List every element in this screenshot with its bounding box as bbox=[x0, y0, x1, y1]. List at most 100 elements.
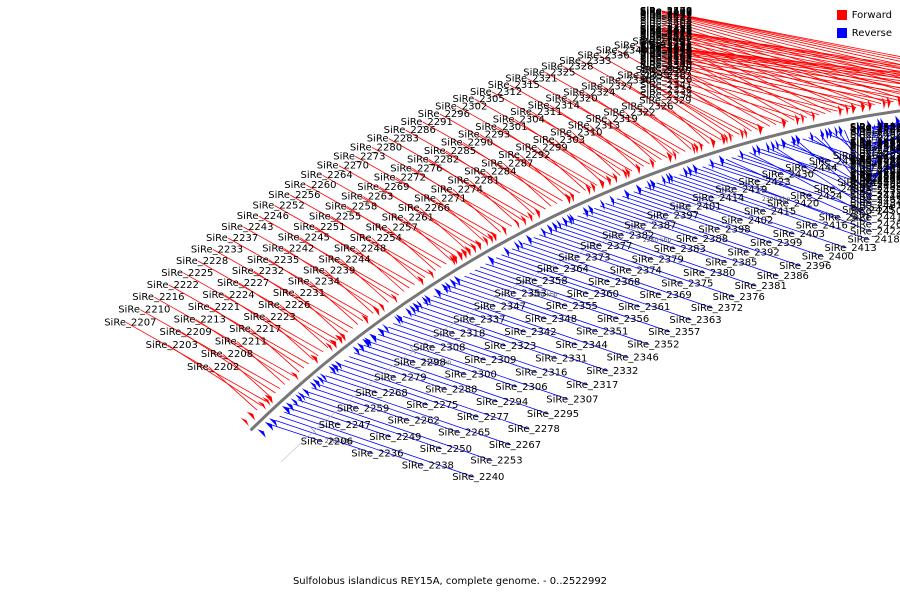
gene-label: SiRe_2344 bbox=[556, 340, 608, 351]
gene-label: SiRe_2319 bbox=[586, 114, 638, 125]
gene-label: SiRe_2358 bbox=[516, 276, 568, 287]
reverse-gene-arrow bbox=[290, 398, 299, 408]
forward-leader-line bbox=[661, 28, 900, 69]
reverse-gene-arrow bbox=[282, 406, 291, 415]
gene-label: SiRe_2234 bbox=[288, 277, 340, 288]
forward-leader-line bbox=[403, 217, 452, 261]
gene-label: SiRe_2259 bbox=[337, 404, 389, 415]
gene-label: SiRe_2254 bbox=[350, 233, 402, 244]
forward-gene-arrow bbox=[837, 105, 842, 117]
reverse-gene-arrow bbox=[775, 139, 779, 151]
forward-gene-arrow bbox=[649, 157, 654, 170]
gene-label: SiRe_2268 bbox=[356, 388, 408, 399]
forward-leader-line bbox=[126, 322, 267, 402]
forward-gene-arrow bbox=[691, 143, 695, 155]
forward-leader-line bbox=[661, 46, 900, 75]
gene-label: SiRe_2249 bbox=[369, 432, 421, 443]
forward-gene-arrow bbox=[710, 137, 716, 149]
gene-label: SiRe_2236 bbox=[351, 448, 403, 459]
reverse-gene-arrow bbox=[434, 288, 441, 299]
gene-label: SiRe_2528 bbox=[850, 155, 900, 166]
reverse-leader-line bbox=[388, 326, 487, 361]
reverse-gene-arrow bbox=[756, 144, 761, 156]
reverse-gene-arrow bbox=[686, 165, 692, 177]
gene-label: SiRe_2359 bbox=[632, 36, 684, 47]
gene-label: SiRe_2436 bbox=[640, 9, 692, 20]
reverse-leader-line bbox=[743, 153, 873, 204]
gene-label: SiRe_2441 bbox=[850, 213, 900, 224]
forward-leader-line bbox=[661, 31, 900, 79]
forward-gene-arrow bbox=[757, 123, 763, 135]
reverse-gene-arrow bbox=[295, 394, 303, 404]
forward-leader-line bbox=[661, 32, 832, 113]
reverse-gene-arrow bbox=[623, 189, 630, 201]
gene-label: SiRe_2498 bbox=[850, 127, 900, 138]
forward-leader-line bbox=[661, 67, 838, 112]
gene-label: SiRe_2211 bbox=[215, 337, 267, 348]
gene-label: SiRe_2488 bbox=[850, 164, 900, 175]
gene-label: SiRe_2472 bbox=[850, 141, 900, 152]
reverse-leader-line bbox=[814, 135, 873, 186]
gene-label: SiRe_2299 bbox=[516, 142, 568, 153]
gene-label: SiRe_2484 bbox=[850, 167, 900, 178]
forward-leader-line bbox=[258, 215, 399, 296]
gene-label: SiRe_2335 bbox=[617, 70, 669, 81]
gene-label: SiRe_2338 bbox=[640, 85, 692, 96]
gene-label: SiRe_2342 bbox=[504, 327, 556, 338]
forward-gene-arrow bbox=[390, 293, 398, 304]
reverse-leader-line bbox=[539, 234, 684, 285]
gene-label: SiRe_2334 bbox=[640, 90, 692, 101]
gene-label: SiRe_2476 bbox=[850, 171, 900, 182]
reverse-gene-arrow bbox=[525, 234, 532, 246]
forward-gene-arrow bbox=[743, 127, 747, 139]
reverse-gene-arrow bbox=[692, 163, 698, 176]
gene-label: SiRe_2326 bbox=[621, 101, 673, 112]
reverse-leader-line bbox=[594, 208, 647, 226]
reverse-leader-line bbox=[588, 210, 779, 277]
map-caption: Sulfolobus islandicus REY15A, complete g… bbox=[292, 576, 608, 587]
reverse-leader-line bbox=[844, 129, 873, 196]
gene-label: SiRe_2532 bbox=[850, 123, 900, 134]
reverse-leader-line bbox=[402, 316, 456, 334]
reverse-leader-line bbox=[555, 226, 654, 260]
reverse-leader-line bbox=[616, 198, 669, 217]
forward-gene-arrow bbox=[361, 314, 369, 325]
reverse-leader-line bbox=[378, 333, 569, 400]
reverse-leader-line bbox=[583, 213, 728, 263]
gene-label: SiRe_2486 bbox=[850, 133, 900, 144]
reverse-gene-arrow bbox=[556, 219, 562, 231]
reverse-gene-arrow bbox=[257, 429, 266, 438]
forward-leader-line bbox=[661, 47, 900, 77]
forward-leader-line bbox=[452, 189, 502, 233]
reverse-leader-line bbox=[393, 323, 538, 373]
forward-leader-line bbox=[661, 51, 900, 88]
gene-label: SiRe_2389 bbox=[640, 25, 692, 36]
reverse-gene-arrow bbox=[752, 145, 757, 158]
reverse-gene-arrow bbox=[316, 375, 325, 385]
forward-leader-line bbox=[661, 12, 900, 69]
reverse-gene-arrow bbox=[487, 255, 494, 267]
gene-label: SiRe_2224 bbox=[202, 290, 254, 301]
gene-label: SiRe_2307 bbox=[546, 394, 598, 405]
forward-gene-arrow bbox=[377, 302, 385, 313]
gene-label: SiRe_2281 bbox=[448, 175, 500, 186]
reverse-leader-line bbox=[639, 189, 692, 207]
gene-label: SiRe_2405 bbox=[640, 54, 692, 65]
gene-label: SiRe_2401 bbox=[669, 202, 721, 213]
gene-label: SiRe_2267 bbox=[489, 440, 541, 451]
gene-label: SiRe_2276 bbox=[390, 163, 442, 174]
gene-label: SiRe_2411 bbox=[640, 14, 692, 25]
reverse-leader-line bbox=[731, 157, 784, 175]
gene-label: SiRe_2239 bbox=[303, 265, 355, 276]
gene-label: SiRe_2354 bbox=[640, 56, 692, 67]
gene-label: SiRe_2352 bbox=[627, 340, 679, 351]
forward-gene-arrow bbox=[490, 231, 497, 242]
forward-gene-arrow bbox=[811, 110, 815, 123]
reverse-leader-line bbox=[464, 275, 517, 294]
forward-leader-line bbox=[527, 78, 668, 158]
forward-gene-arrow bbox=[450, 254, 458, 265]
reverse-leader-line bbox=[871, 125, 900, 131]
forward-leader-line bbox=[661, 89, 746, 134]
forward-leader-line bbox=[395, 177, 491, 239]
forward-gene-arrow bbox=[500, 225, 507, 236]
